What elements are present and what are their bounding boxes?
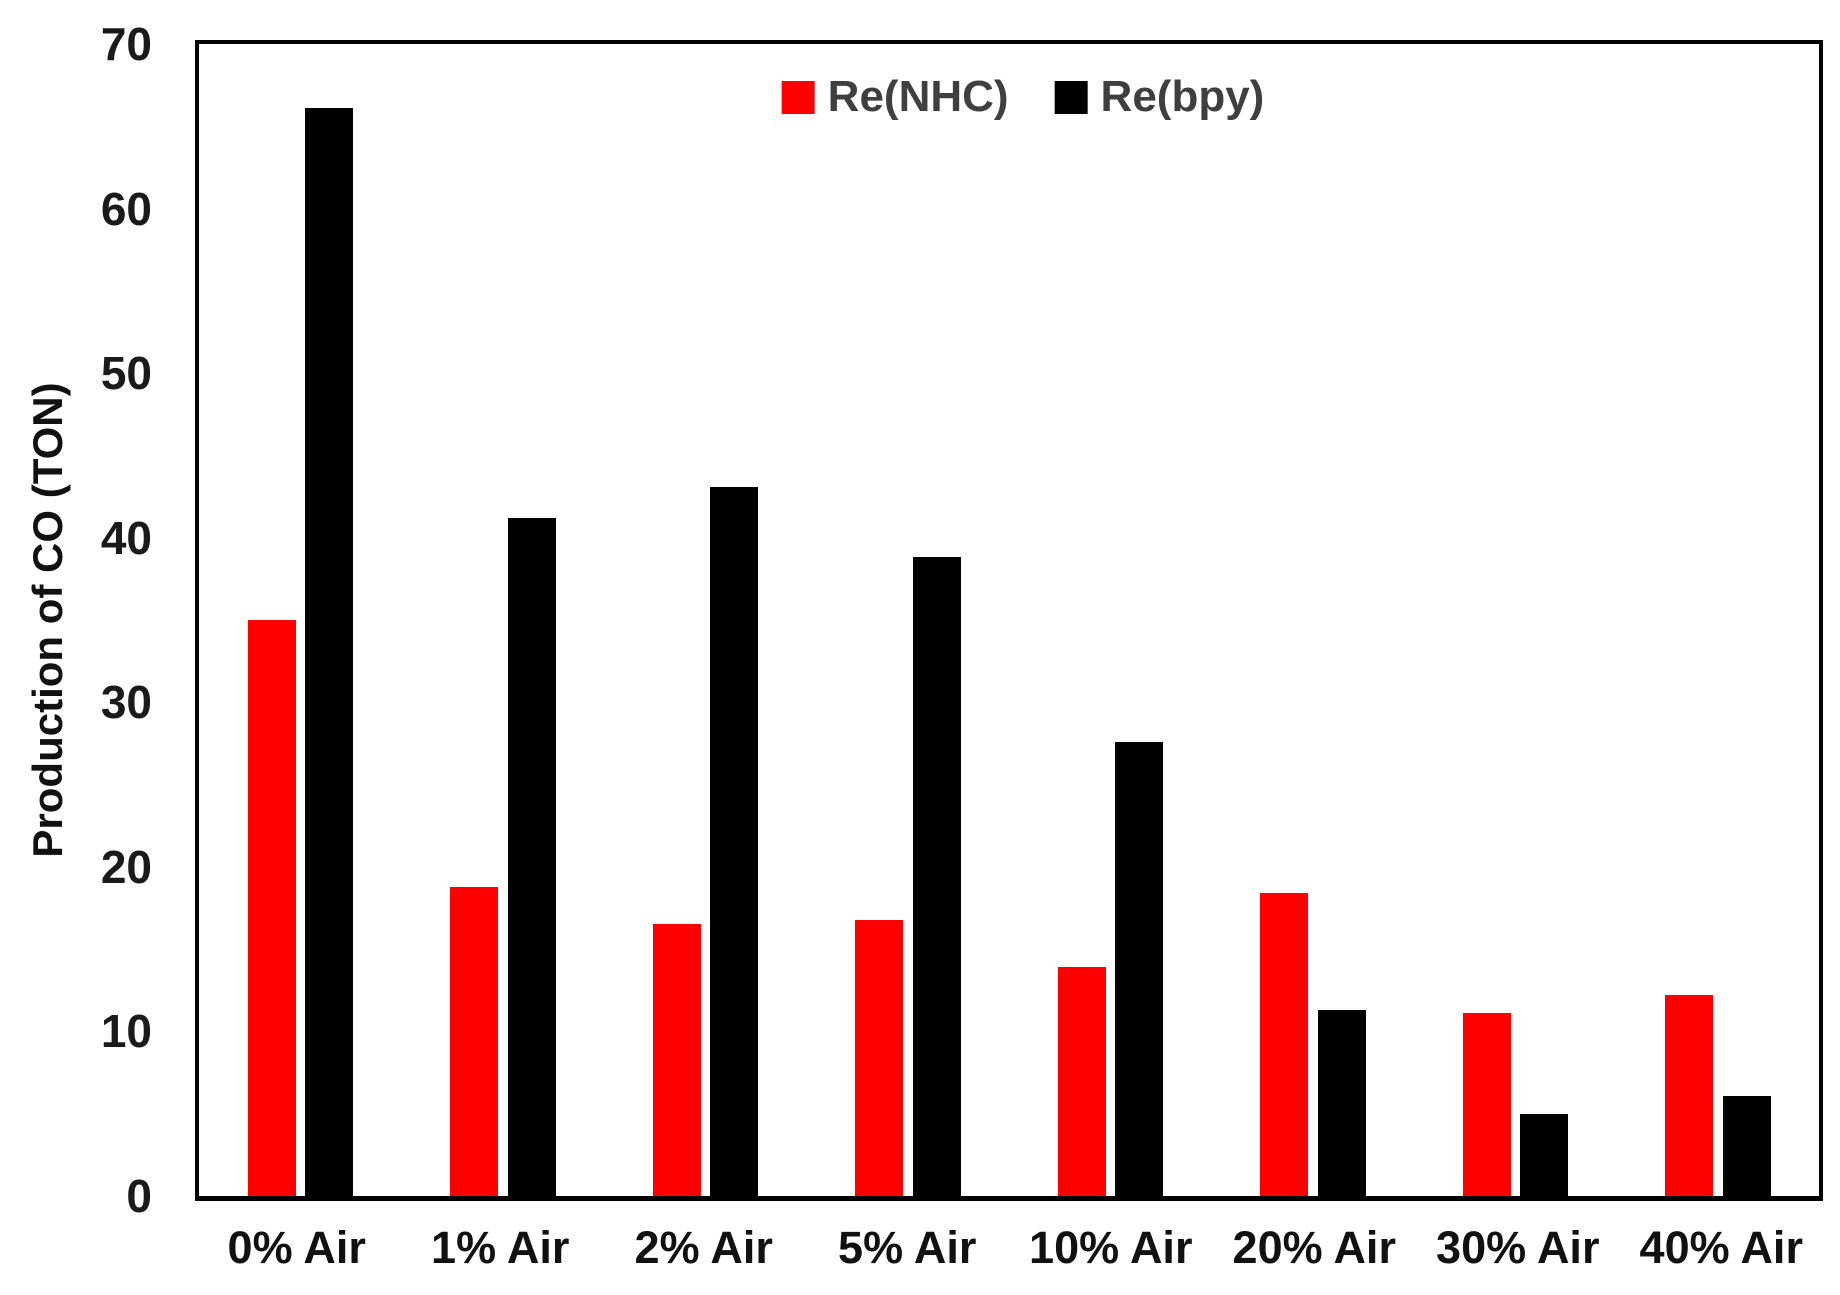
legend: Re(NHC) Re(bpy) [781, 72, 1265, 122]
x-tick-label-10-air: 10% Air [1029, 1222, 1193, 1273]
legend-item-re-bpy: Re(bpy) [1054, 72, 1265, 122]
bar-re-bpy-0-air [305, 108, 354, 1196]
bar-re-nhc-30-air [1462, 1013, 1511, 1196]
x-tick-label-20-air: 20% Air [1232, 1222, 1396, 1273]
x-tick-label-2-air: 2% Air [634, 1222, 773, 1273]
x-tick-label-40-air: 40% Air [1639, 1222, 1803, 1273]
y-axis-title: Production of CO (TON) [24, 382, 71, 858]
x-tick-label-0-air: 0% Air [227, 1222, 366, 1273]
bar-re-bpy-5-air [912, 557, 961, 1196]
y-tick-label: 70 [100, 18, 152, 70]
bar-re-bpy-1-air [507, 517, 556, 1196]
legend-swatch-re-nhc-icon [781, 80, 815, 114]
y-tick-label: 30 [100, 676, 152, 729]
bar-re-bpy-2-air [710, 486, 759, 1196]
bar-re-nhc-20-air [1260, 893, 1309, 1196]
bar-re-nhc-5-air [855, 919, 904, 1196]
bar-re-bpy-30-air [1520, 1113, 1569, 1196]
plot-area [195, 40, 1823, 1201]
bar-re-nhc-1-air [450, 886, 499, 1196]
y-tick-label: 60 [100, 182, 152, 235]
bar-re-bpy-20-air [1317, 1010, 1366, 1196]
y-tick-label: 0 [126, 1170, 152, 1222]
x-tick-label-5-air: 5% Air [838, 1222, 977, 1273]
bar-re-nhc-40-air [1665, 995, 1714, 1196]
bar-re-bpy-40-air [1722, 1095, 1771, 1196]
y-tick-label: 50 [100, 347, 152, 400]
bar-re-nhc-2-air [652, 924, 701, 1196]
bar-re-bpy-10-air [1115, 741, 1164, 1196]
bar-re-nhc-0-air [247, 620, 296, 1196]
legend-label-re-nhc: Re(NHC) [827, 72, 1009, 121]
y-tick-label: 40 [100, 511, 152, 564]
x-tick-label-1-air: 1% Air [431, 1222, 570, 1273]
y-tick-label: 10 [100, 1005, 152, 1058]
legend-swatch-re-bpy-icon [1054, 80, 1088, 114]
y-tick-label: 20 [100, 840, 152, 893]
legend-label-re-bpy: Re(bpy) [1100, 72, 1265, 121]
bar-re-nhc-10-air [1057, 967, 1106, 1196]
x-tick-label-30-air: 30% Air [1436, 1222, 1600, 1273]
legend-item-re-nhc: Re(NHC) [781, 72, 1009, 122]
